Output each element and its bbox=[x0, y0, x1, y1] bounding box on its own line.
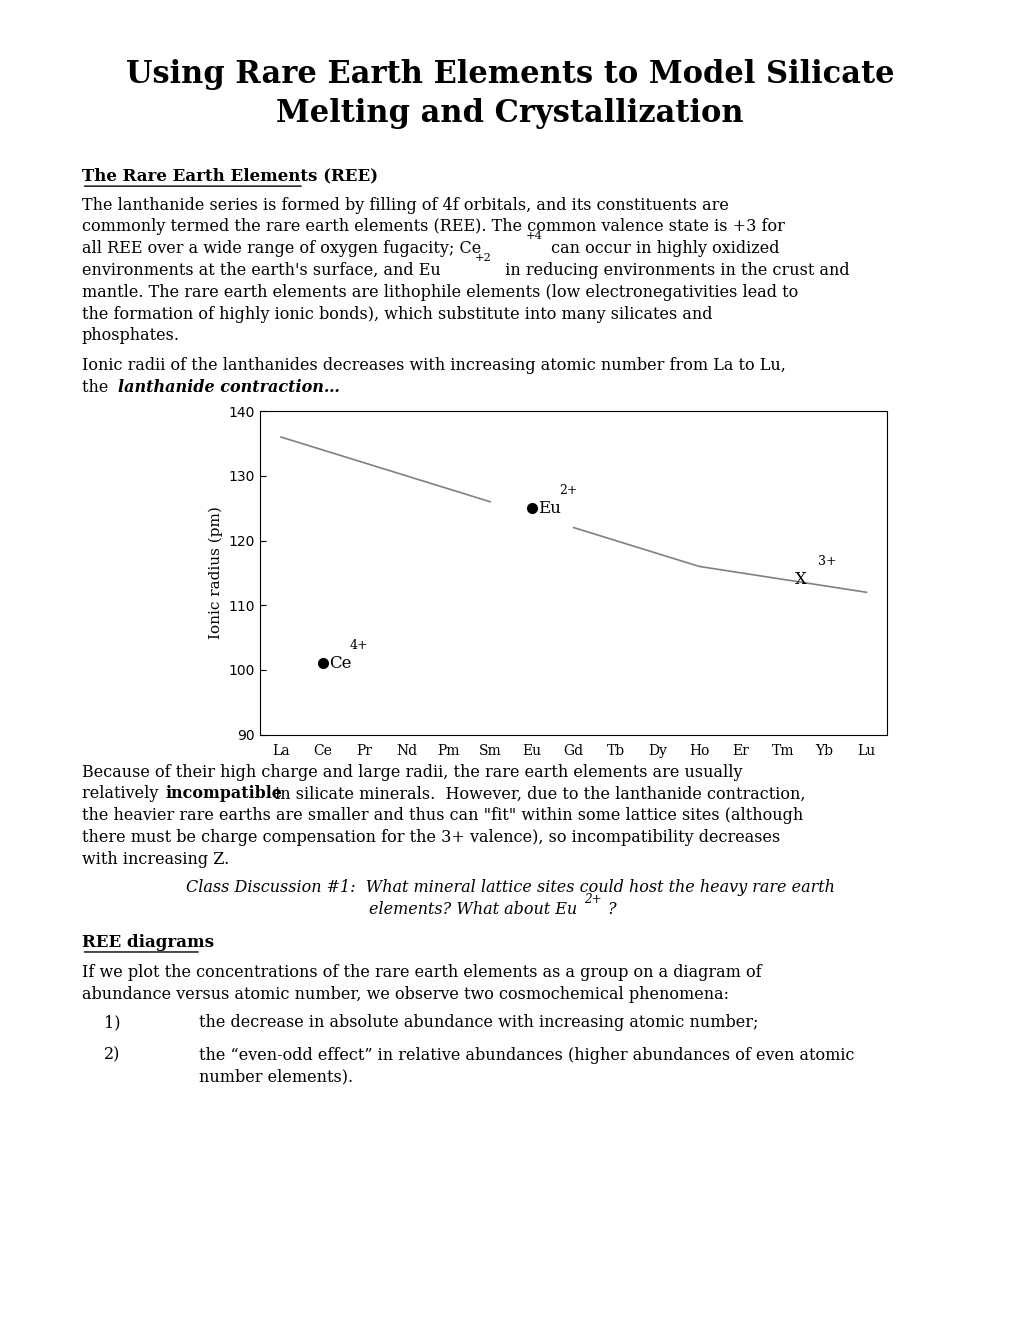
Text: commonly termed the rare earth elements (REE). The common valence state is +3 fo: commonly termed the rare earth elements … bbox=[82, 218, 784, 235]
Text: 2+: 2+ bbox=[558, 483, 577, 496]
Text: 4+: 4+ bbox=[350, 639, 368, 652]
Text: number elements).: number elements). bbox=[199, 1068, 353, 1085]
Text: lanthanide contraction…: lanthanide contraction… bbox=[118, 379, 340, 396]
Text: all REE over a wide range of oxygen fugacity; Ce: all REE over a wide range of oxygen fuga… bbox=[82, 240, 480, 257]
Text: the “even-odd effect” in relative abundances (higher abundances of even atomic: the “even-odd effect” in relative abunda… bbox=[199, 1047, 854, 1064]
Text: abundance versus atomic number, we observe two cosmochemical phenomena:: abundance versus atomic number, we obser… bbox=[82, 986, 728, 1003]
Text: If we plot the concentrations of the rare earth elements as a group on a diagram: If we plot the concentrations of the rar… bbox=[82, 964, 760, 981]
Text: +2: +2 bbox=[474, 253, 491, 263]
Text: The Rare Earth Elements (REE): The Rare Earth Elements (REE) bbox=[82, 168, 377, 185]
Text: relatively: relatively bbox=[82, 785, 163, 803]
Text: can occur in highly oxidized: can occur in highly oxidized bbox=[545, 240, 779, 257]
Text: environments at the earth's surface, and Eu: environments at the earth's surface, and… bbox=[82, 261, 440, 279]
Text: 2): 2) bbox=[104, 1047, 120, 1064]
Text: in silicate minerals.  However, due to the lanthanide contraction,: in silicate minerals. However, due to th… bbox=[270, 785, 805, 803]
Text: the: the bbox=[82, 379, 113, 396]
Text: Using Rare Earth Elements to Model Silicate
Melting and Crystallization: Using Rare Earth Elements to Model Silic… bbox=[125, 59, 894, 128]
Text: ?: ? bbox=[606, 900, 614, 917]
Text: The lanthanide series is formed by filling of 4f orbitals, and its constituents : The lanthanide series is formed by filli… bbox=[82, 197, 728, 214]
Text: Because of their high charge and large radii, the rare earth elements are usuall: Because of their high charge and large r… bbox=[82, 763, 742, 780]
Text: the decrease in absolute abundance with increasing atomic number;: the decrease in absolute abundance with … bbox=[199, 1014, 758, 1031]
Text: elements? What about Eu: elements? What about Eu bbox=[369, 900, 577, 917]
Text: incompatible: incompatible bbox=[165, 785, 282, 803]
Text: REE diagrams: REE diagrams bbox=[82, 933, 213, 950]
Text: +4: +4 bbox=[525, 231, 542, 242]
Text: mantle. The rare earth elements are lithophile elements (low electronegativities: mantle. The rare earth elements are lith… bbox=[82, 284, 797, 301]
Text: with increasing Z.: with increasing Z. bbox=[82, 851, 228, 867]
Text: 3+: 3+ bbox=[817, 554, 837, 568]
Text: Ce: Ce bbox=[329, 655, 352, 672]
Text: in reducing environments in the crust and: in reducing environments in the crust an… bbox=[494, 261, 849, 279]
Text: Class Discussion #1:  What mineral lattice sites could host the heavy rare earth: Class Discussion #1: What mineral lattic… bbox=[185, 879, 834, 896]
Text: Eu: Eu bbox=[538, 500, 560, 516]
Text: the formation of highly ionic bonds), which substitute into many silicates and: the formation of highly ionic bonds), wh… bbox=[82, 306, 711, 322]
Text: 2+: 2+ bbox=[584, 892, 601, 906]
Y-axis label: Ionic radius (pm): Ionic radius (pm) bbox=[209, 507, 223, 639]
Text: Ionic radii of the lanthanides decreases with increasing atomic number from La t: Ionic radii of the lanthanides decreases… bbox=[82, 358, 785, 374]
Text: phosphates.: phosphates. bbox=[82, 327, 179, 345]
Text: there must be charge compensation for the 3+ valence), so incompatibility decrea: there must be charge compensation for th… bbox=[82, 829, 780, 846]
Text: 1): 1) bbox=[104, 1014, 120, 1031]
Text: X: X bbox=[795, 570, 806, 587]
Text: the heavier rare earths are smaller and thus can "fit" within some lattice sites: the heavier rare earths are smaller and … bbox=[82, 808, 802, 824]
